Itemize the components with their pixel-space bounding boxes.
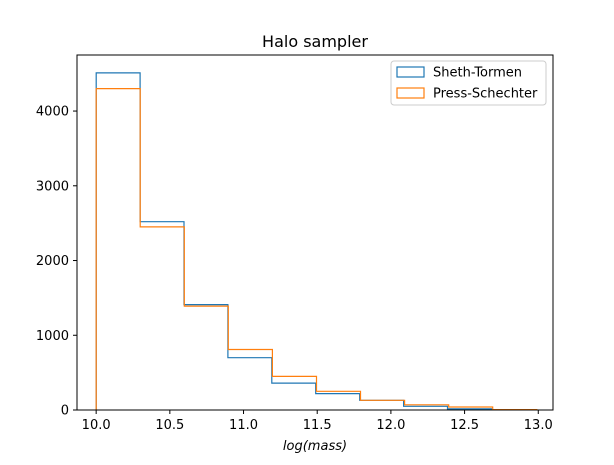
x-tick-label: 11.5 [303,418,332,433]
y-axis: 0 1000 2000 3000 4000 [36,105,77,419]
x-tick-label: 13.0 [524,418,553,433]
legend-label-1: Sheth-Tormen [433,66,522,81]
y-tick-label: 3000 [36,179,69,194]
y-tick-label: 1000 [36,329,69,344]
x-axis: 10.0 10.5 11.0 11.5 12.0 12.5 13.0 [82,410,553,433]
legend-swatch-2 [396,87,425,99]
y-tick-label: 4000 [36,105,69,120]
series-layer [95,72,538,411]
series-1-step-outline [95,72,536,411]
legend-box [390,60,547,106]
x-tick-label: 10.5 [155,418,184,433]
x-tick-label: 12.0 [376,418,405,433]
axes-frame [76,54,554,411]
chart-title: Halo sampler [262,32,368,51]
y-tick-label: 2000 [36,254,69,269]
x-axis-label: log(mass) [283,439,347,454]
y-tick-label: 0 [61,404,69,419]
x-tick-label: 12.5 [450,418,479,433]
legend-swatch-1 [396,66,425,78]
legend: Sheth-Tormen Press-Schechter [390,60,547,106]
legend-label-2: Press-Schechter [433,87,538,102]
series-2-step-outline [95,88,538,411]
x-tick-label: 11.0 [229,418,258,433]
x-tick-label: 10.0 [82,418,111,433]
